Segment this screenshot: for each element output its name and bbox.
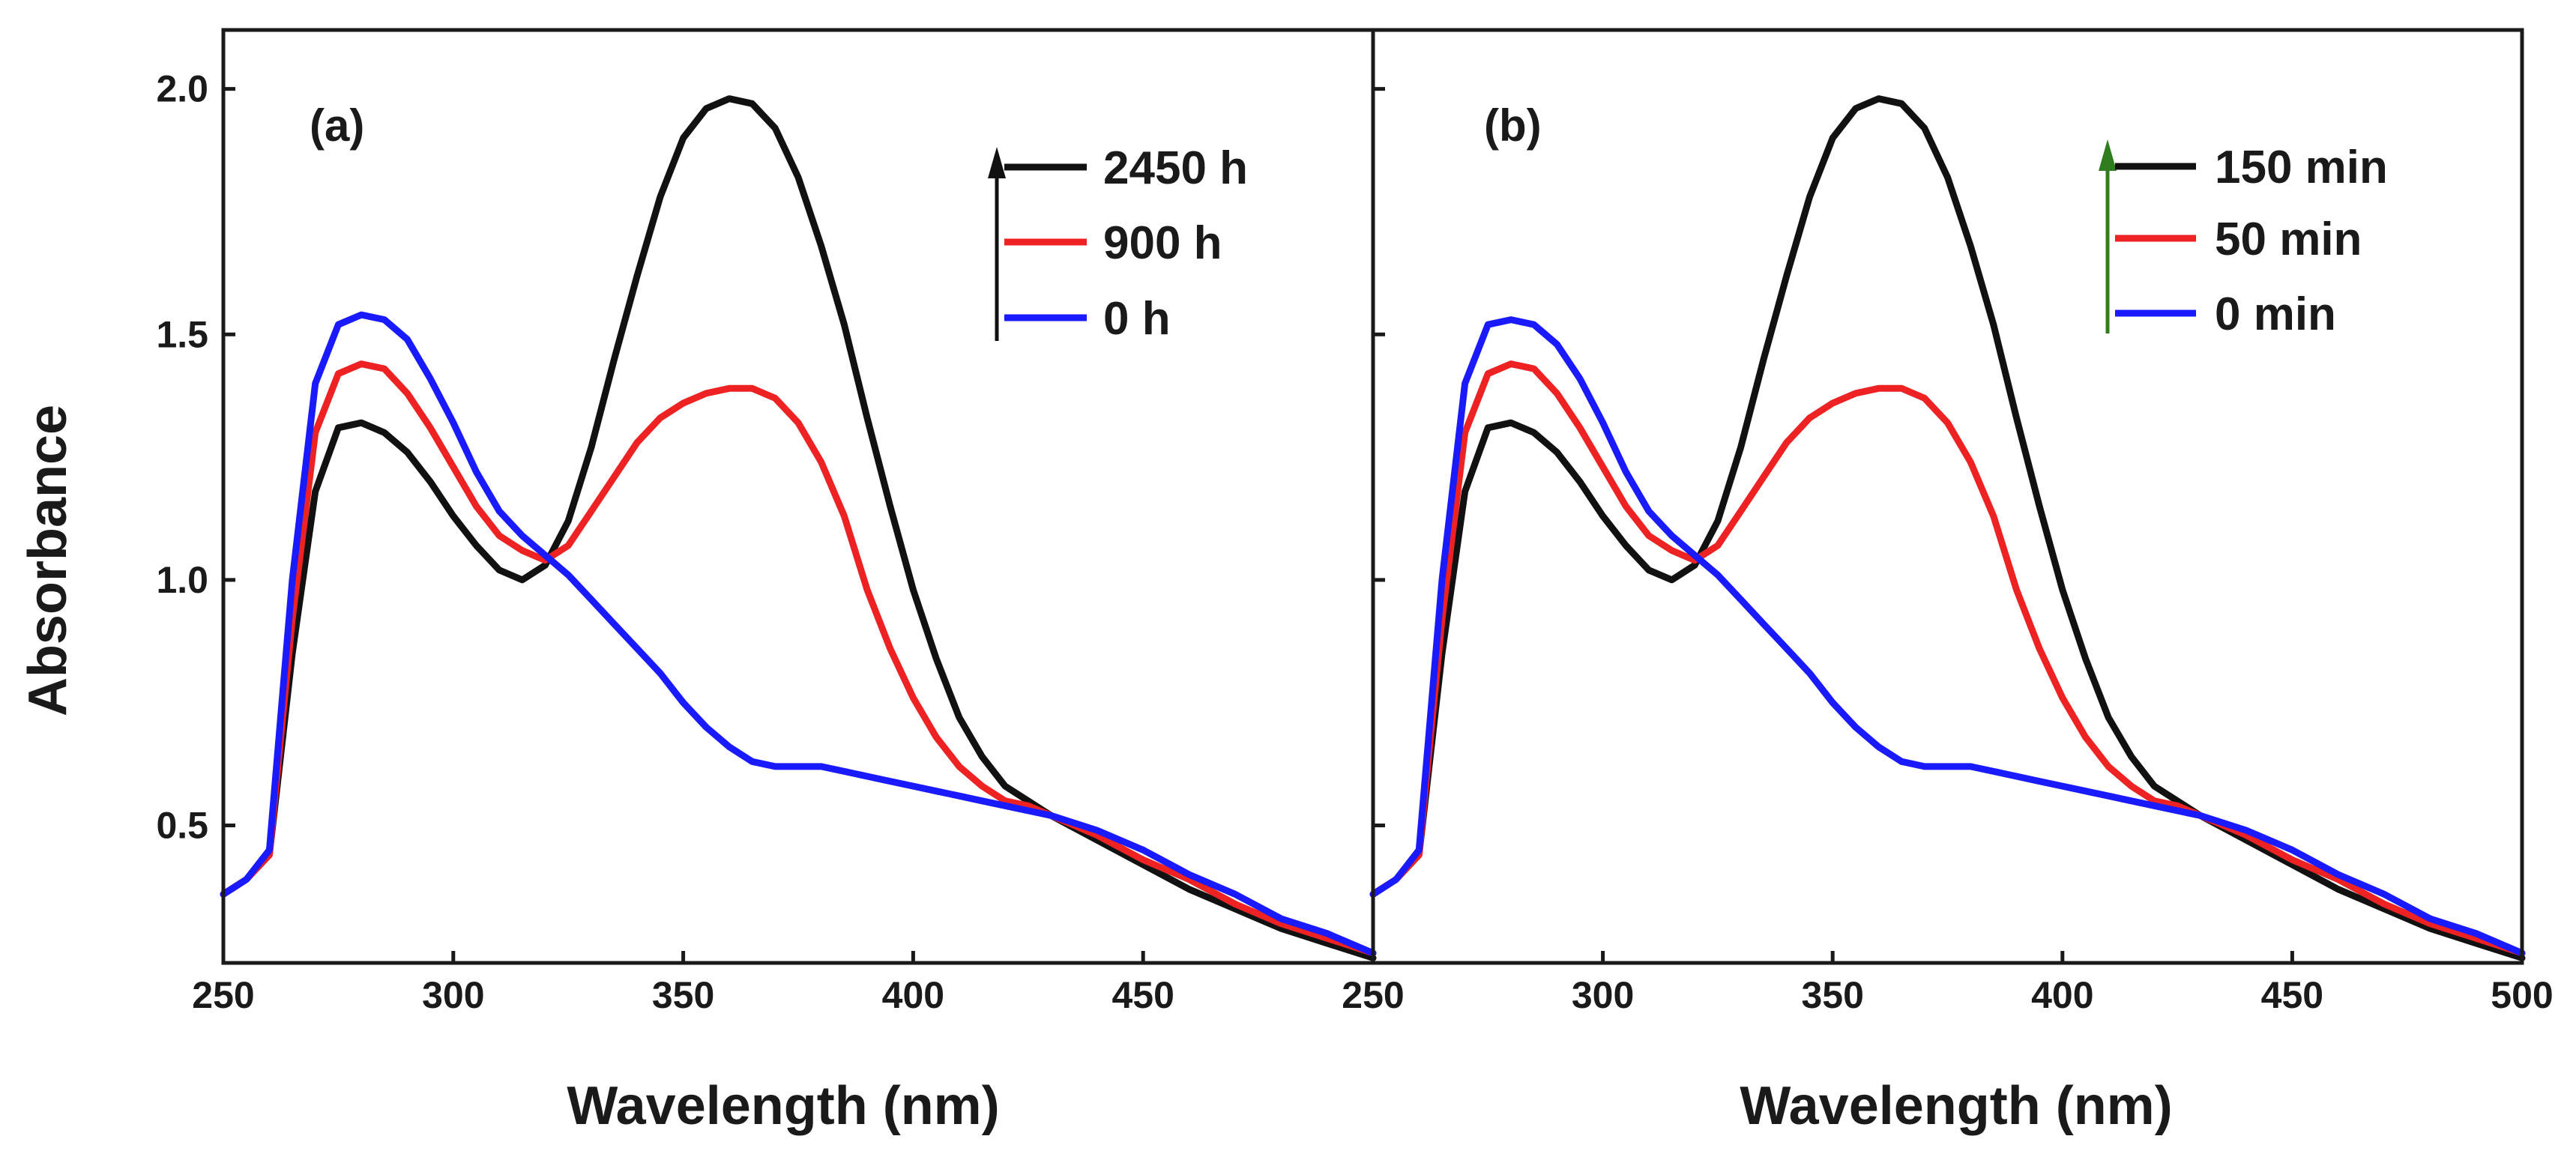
panel-b-legend-arrowhead	[2099, 139, 2117, 171]
panel-a-legend-label-0: 2450 h	[1103, 142, 1248, 194]
panel-b-x-tick-label-500: 500	[2491, 974, 2553, 1016]
panel-a-legend-label-2: 0 h	[1103, 293, 1171, 345]
panel-b-legend-label-1: 50 min	[2215, 214, 2362, 265]
panel-a-y-tick-label-2: 2.0	[156, 68, 208, 110]
panel-a-y-tick-label-1: 1.0	[156, 559, 208, 601]
panel-a-y-tick-label-0.5: 0.5	[156, 805, 208, 847]
panel-b-x-tick-label-300: 300	[1572, 974, 1634, 1016]
panel-b-frame	[1371, 28, 2524, 965]
panel-a-y-tick-label-1.5: 1.5	[156, 313, 208, 355]
panel-b-x-tick-label-400: 400	[2031, 974, 2093, 1016]
panel-a-legend-arrowhead	[988, 147, 1006, 178]
panel-a-x-tick-label-300: 300	[422, 974, 484, 1016]
panel-a: 250 300 350 400 450 250 0.5 1.0 1.5 2.0 (a) Wavel…	[156, 68, 1404, 1136]
y-axis-title: Absorbance	[18, 405, 78, 716]
panel-a-x-tick-label-250: 250	[192, 974, 254, 1016]
panel-a-label: (a)	[310, 100, 364, 151]
panel-a-x-tick-label-right-edge: 250	[1342, 974, 1404, 1016]
panel-b-x-axis-title: Wavelength (nm)	[1740, 1076, 2172, 1136]
panel-b-legend-label-2: 0 min	[2215, 288, 2336, 340]
panel-b-series-0-min	[1369, 316, 2526, 957]
panel-b-x-tick-label-450: 450	[2261, 974, 2323, 1016]
panel-a-series-0-h	[220, 311, 1377, 957]
panel-b: 300 350 400 450 500 (b) Wavelength (nm) 150 …	[1369, 87, 2554, 1136]
panel-a-legend: 2450 h 900 h 0 h	[988, 142, 1248, 345]
panel-b-legend-label-0: 150 min	[2215, 142, 2388, 193]
panel-b-x-tick-label-350: 350	[1801, 974, 1863, 1016]
panel-b-legend: 150 min 50 min 0 min	[2099, 139, 2388, 340]
panel-a-x-tick-label-400: 400	[882, 974, 944, 1016]
panel-a-x-axis-title: Wavelength (nm)	[567, 1076, 999, 1136]
panel-b-label: (b)	[1484, 100, 1542, 151]
panel-a-legend-label-1: 900 h	[1103, 217, 1222, 269]
panel-a-x-tick-label-350: 350	[652, 974, 714, 1016]
panel-a-x-tick-label-450: 450	[1111, 974, 1174, 1016]
